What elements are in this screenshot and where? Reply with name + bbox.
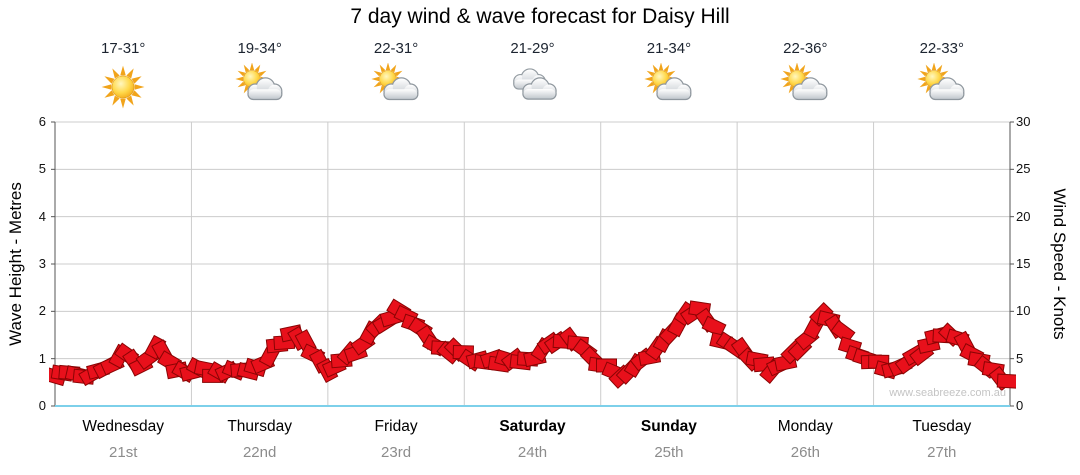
wave-height-tick: 3 (38, 256, 46, 271)
day-date: 23rd (381, 444, 412, 461)
wind-speed-tick: 0 (1016, 398, 1024, 413)
day-name: Sunday (640, 418, 697, 435)
day-temp-range: 22-36° (783, 40, 828, 57)
day-date: 27th (927, 444, 957, 461)
weather-partly-icon (368, 62, 424, 111)
day-temp-range: 22-33° (919, 40, 964, 57)
wind-speed-tick: 15 (1016, 256, 1031, 271)
day-name: Saturday (499, 418, 566, 435)
weather-partly-icon (914, 62, 970, 111)
day-name: Tuesday (912, 418, 972, 435)
day-temp-range: 22-31° (373, 40, 419, 57)
wind-ribbon (49, 298, 1016, 392)
wind-speed-tick: 25 (1016, 161, 1031, 177)
wave-height-tick: 2 (38, 303, 46, 319)
watermark: www.seabreeze.com.au (889, 387, 1006, 399)
wave-height-tick: 4 (38, 208, 46, 224)
wind-speed-tick: 20 (1016, 208, 1031, 224)
day-name: Thursday (227, 418, 292, 435)
wave-height-tick: 5 (38, 161, 46, 177)
day-temp-range: 21-34° (646, 40, 692, 57)
day-name: Friday (374, 418, 418, 435)
day-temp-range: 21-29° (510, 40, 555, 57)
day-name: Wednesday (82, 418, 164, 435)
wave-height-tick: 1 (38, 350, 46, 366)
wind-speed-tick: 10 (1016, 303, 1031, 319)
weather-cloudy-icon (505, 63, 561, 111)
day-temp-range: 17-31° (101, 40, 146, 57)
wave-height-tick: 6 (38, 114, 46, 129)
wind-speed-tick: 5 (1016, 350, 1024, 366)
day-date: 24th (517, 444, 548, 461)
day-date: 26th (790, 444, 820, 461)
day-date: 22nd (242, 444, 277, 461)
weather-partly-icon (777, 62, 833, 111)
weather-sunny-icon (95, 63, 151, 111)
day-date: 25th (654, 444, 684, 461)
day-name: Monday (777, 418, 833, 435)
day-date: 21st (109, 444, 138, 461)
wind-speed-tick: 30 (1016, 114, 1031, 129)
day-temp-range: 19-34° (237, 40, 282, 57)
chart-title: 7 day wind & wave forecast for Daisy Hil… (350, 5, 730, 28)
weather-partly-icon (232, 62, 288, 111)
wave-height-tick: 0 (38, 398, 46, 413)
weather-partly-icon (641, 62, 697, 111)
